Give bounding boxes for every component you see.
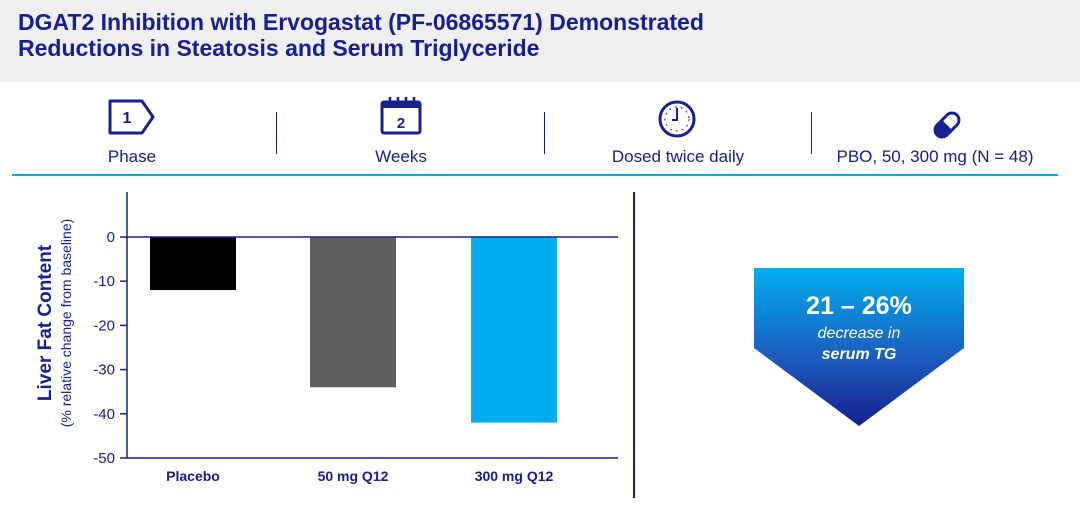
header-bar: DGAT2 Inhibition with Ervogastat (PF-068…	[0, 0, 1080, 82]
phase-number: 1	[123, 110, 132, 127]
clock-icon	[656, 98, 698, 145]
info-divider	[544, 112, 545, 154]
bar-1	[150, 237, 236, 291]
info-divider	[276, 112, 277, 154]
weeks-number: 2	[397, 115, 405, 132]
section-separator	[12, 174, 1058, 176]
y-tick-label: -40	[93, 406, 115, 423]
bar-3	[471, 237, 557, 423]
y-tick-label: -10	[93, 273, 115, 290]
y-tick-label: -20	[93, 317, 115, 334]
y-tick-label: 0	[107, 229, 115, 246]
title-line-1: DGAT2 Inhibition with Ervogastat (PF-068…	[18, 9, 704, 35]
x-category-label: 300 mg Q12	[475, 468, 554, 484]
y-tick-label: -50	[93, 450, 115, 467]
callout-value: 21 – 26%	[806, 292, 912, 320]
info-label-phase: Phase	[107, 147, 157, 166]
callout-line-3: serum TG	[821, 346, 897, 363]
callout-arrow	[754, 268, 964, 426]
title-line-2: Reductions in Steatosis and Serum Trigly…	[18, 35, 540, 61]
y-axis-sublabel: (% relative change from baseline)	[58, 219, 74, 428]
bar-2	[310, 237, 396, 388]
info-label-weeks: Weeks	[375, 147, 427, 166]
callout-line-2: decrease in	[817, 325, 901, 342]
pill-icon	[930, 108, 964, 147]
bars-group	[150, 237, 557, 423]
y-tick-label: -30	[93, 362, 115, 379]
x-category-label: 50 mg Q12	[318, 468, 389, 484]
x-category-label: Placebo	[166, 468, 220, 484]
axes-group: 0 -10 -20 -30 -40 -50 Placebo 50 mg Q12 300 mg Q…	[93, 192, 618, 484]
info-divider	[811, 112, 812, 154]
chevron-tag-icon: 1	[107, 98, 157, 141]
calendar-icon: 2	[379, 96, 423, 141]
y-axis-label: Liver Fat Content	[35, 244, 56, 401]
liver-fat-bar-chart: Liver Fat Content (% relative change fro…	[35, 192, 618, 484]
info-label-dosing: Dosed twice daily	[611, 147, 745, 166]
vertical-divider	[633, 192, 635, 498]
info-label-doses: PBO, 50, 300 mg (N = 48)	[836, 147, 1034, 166]
page-title: DGAT2 Inhibition with Ervogastat (PF-068…	[18, 9, 1018, 61]
